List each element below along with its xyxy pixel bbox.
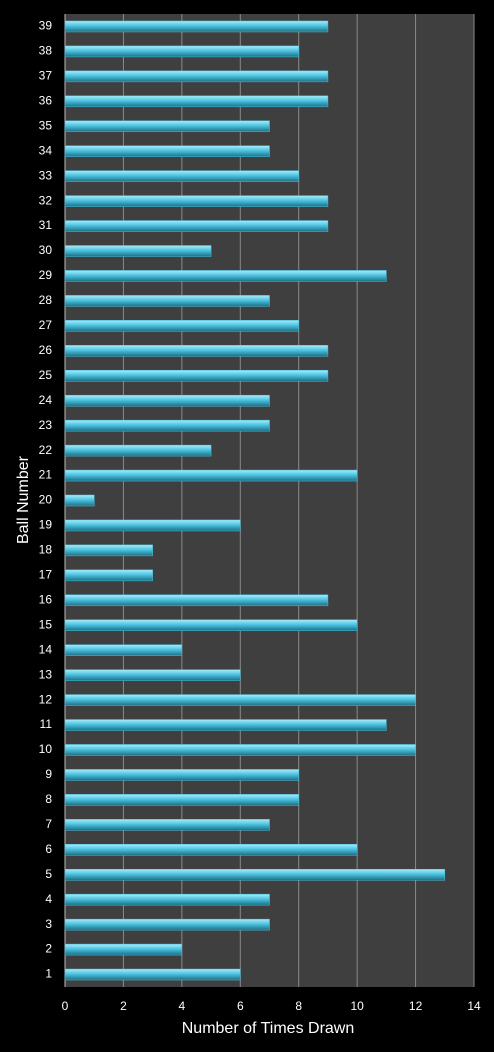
- bar: [64, 170, 299, 182]
- bar: [64, 594, 329, 607]
- bar: [64, 619, 358, 631]
- y-tick-label: 33: [39, 168, 53, 182]
- y-tick-label: 14: [39, 642, 53, 656]
- y-tick-label: 5: [45, 867, 52, 881]
- bar: [64, 794, 299, 806]
- bar: [64, 569, 153, 582]
- bar: [64, 943, 183, 956]
- x-axis-title: Number of Times Drawn: [182, 1020, 355, 1037]
- bar: [64, 469, 358, 482]
- x-tick-label: 6: [237, 999, 244, 1013]
- bar: [64, 719, 387, 731]
- y-tick-label: 29: [39, 268, 53, 282]
- y-tick-label: 2: [45, 942, 52, 956]
- bar: [64, 20, 329, 33]
- y-tick-label: 32: [39, 193, 53, 207]
- x-tick-label: 10: [350, 999, 364, 1013]
- y-tick-label: 25: [39, 368, 53, 382]
- bar: [64, 70, 329, 83]
- y-tick-label: 3: [45, 917, 52, 931]
- y-tick-label: 9: [45, 767, 52, 781]
- y-tick-label: 39: [39, 19, 53, 33]
- bar: [64, 644, 183, 656]
- bar: [64, 918, 270, 931]
- y-tick-label: 23: [39, 418, 53, 432]
- y-tick-label: 20: [39, 493, 53, 507]
- bar: [64, 295, 270, 307]
- y-tick-label: 1: [45, 967, 52, 981]
- y-tick-label: 28: [39, 293, 53, 307]
- bar: [64, 744, 416, 756]
- bar: [64, 669, 241, 681]
- x-tick-label: 4: [179, 999, 186, 1013]
- y-tick-label: 6: [45, 842, 52, 856]
- y-tick-label: 13: [39, 667, 53, 681]
- x-tick-label: 14: [467, 999, 481, 1013]
- bar: [64, 769, 299, 781]
- x-tick-label: 2: [120, 999, 127, 1013]
- bar: [64, 893, 270, 906]
- y-axis-title: Ball Number: [15, 455, 32, 544]
- y-tick-label: 37: [39, 69, 53, 83]
- bar: [64, 419, 270, 432]
- plot-area: [65, 14, 474, 987]
- bar: [64, 45, 299, 58]
- y-tick-label: 16: [39, 592, 53, 606]
- x-tick-label: 8: [295, 999, 302, 1013]
- y-tick-label: 8: [45, 792, 52, 806]
- bar: [64, 345, 329, 357]
- bar: [64, 394, 270, 407]
- y-tick-label: 15: [39, 617, 53, 631]
- y-tick-label: 4: [45, 892, 52, 906]
- bar: [64, 519, 241, 532]
- y-tick-label: 26: [39, 343, 53, 357]
- bar: [64, 844, 358, 856]
- bar: [64, 270, 387, 282]
- bar: [64, 444, 212, 457]
- bar: [64, 544, 153, 557]
- y-tick-label: 24: [39, 393, 53, 407]
- y-tick-label: 10: [39, 742, 53, 756]
- y-tick-label: 17: [39, 568, 53, 582]
- bar: [64, 245, 212, 257]
- bar: [64, 320, 299, 332]
- bar: [64, 120, 270, 133]
- y-tick-label: 11: [40, 717, 53, 731]
- x-tick-label: 12: [409, 999, 423, 1013]
- y-tick-label: 12: [39, 692, 53, 706]
- y-tick-label: 27: [39, 318, 53, 332]
- y-tick-label: 30: [39, 243, 53, 257]
- bar: [64, 819, 270, 831]
- y-tick-label: 31: [39, 218, 53, 232]
- y-tick-label: 35: [39, 118, 53, 132]
- bar: [64, 220, 329, 232]
- y-tick-label: 34: [39, 143, 53, 157]
- bar: [64, 868, 446, 881]
- y-tick-label: 21: [39, 468, 53, 482]
- bar: [64, 494, 95, 507]
- y-tick-label: 36: [39, 93, 53, 107]
- bar: [64, 95, 329, 108]
- bar: [64, 145, 270, 157]
- x-tick-label: 0: [62, 999, 69, 1013]
- y-tick-label: 7: [45, 817, 52, 831]
- bar: [64, 370, 329, 382]
- bar: [64, 694, 416, 706]
- y-tick-label: 22: [39, 443, 53, 457]
- y-tick-label: 19: [39, 518, 53, 532]
- y-tick-label: 18: [39, 543, 53, 557]
- bar: [64, 968, 241, 981]
- bar: [64, 195, 329, 207]
- y-tick-label: 38: [39, 44, 53, 58]
